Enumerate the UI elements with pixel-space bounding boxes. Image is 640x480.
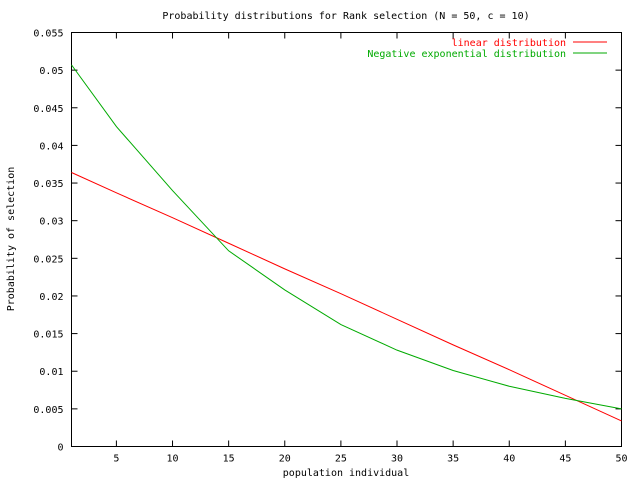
chart-title: Probability distributions for Rank selec…	[162, 11, 529, 22]
y-axis-label: Probability of selection	[6, 167, 17, 312]
y-tick-label: 0.045	[33, 104, 63, 115]
series-line-1	[71, 172, 622, 422]
x-tick-label: 15	[223, 454, 235, 465]
plot-frame	[71, 32, 622, 447]
x-tick-label: 25	[335, 454, 347, 465]
legend-label-1: linear distribution	[452, 38, 566, 49]
y-tick-label: 0.04	[39, 141, 63, 152]
x-tick-label: 10	[166, 454, 178, 465]
x-tick-label: 20	[279, 454, 291, 465]
x-axis-label: population individual	[283, 468, 409, 479]
y-tick-label: 0.005	[33, 405, 63, 416]
x-tick-label: 50	[615, 454, 627, 465]
x-tick-label: 35	[447, 454, 459, 465]
x-tick-label: 45	[559, 454, 571, 465]
legend-label-2: Negative exponential distribution	[367, 49, 566, 60]
y-tick-label: 0.03	[39, 217, 63, 228]
y-tick-label: 0.015	[33, 330, 63, 341]
x-tick-label: 40	[503, 454, 515, 465]
y-tick-label: 0	[57, 443, 63, 454]
y-tick-label: 0.02	[39, 292, 63, 303]
y-tick-label: 0.035	[33, 179, 63, 190]
y-tick-label: 0.01	[39, 367, 63, 378]
y-tick-label: 0.05	[39, 66, 63, 77]
series-lines	[71, 64, 622, 422]
y-tick-label: 0.055	[33, 29, 63, 40]
x-tick-label: 30	[391, 454, 403, 465]
axis-ticks: 5 10 15 20 25 30 35 40 45 50 0 0.005 0.01 0.015 0.02 0.…	[33, 29, 627, 465]
x-tick-label: 5	[113, 454, 119, 465]
series-line-2	[71, 64, 622, 410]
y-tick-label: 0.025	[33, 254, 63, 265]
